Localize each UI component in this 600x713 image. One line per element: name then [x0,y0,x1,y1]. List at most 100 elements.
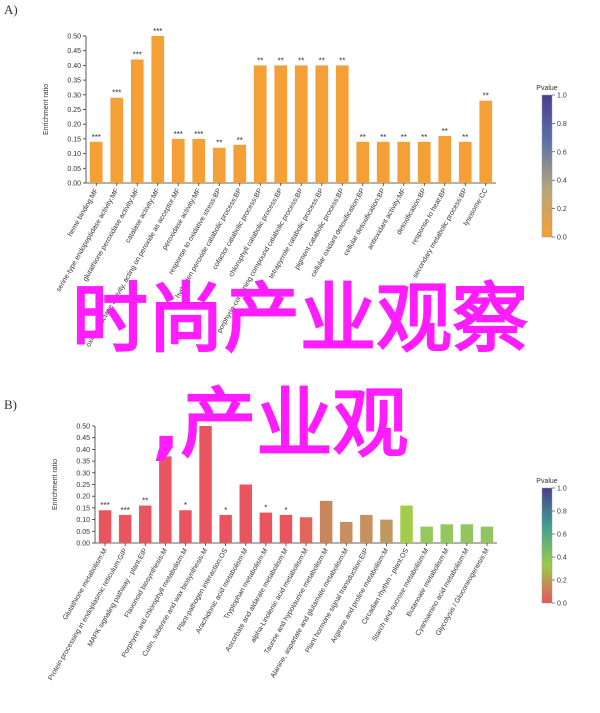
significance-label: ** [442,127,448,136]
bar [279,514,293,543]
significance-label: * [224,506,227,515]
significance-label: ** [339,56,345,65]
significance-label: *** [92,133,101,142]
colorbar-tick-label: 0.6 [557,532,567,539]
significance-label: ** [483,92,489,101]
bar [335,65,349,183]
colorbar [541,487,553,604]
significance-label: *** [194,130,203,139]
panel-label: A) [4,2,18,17]
y-tick-label: 0.35 [76,459,90,466]
bar [356,141,370,183]
significance-label: * [284,506,287,515]
bar [151,36,165,183]
colorbar-tick-label: 0.4 [557,178,567,185]
colorbar-tick-label: 0.6 [557,149,567,156]
bar [376,141,390,183]
y-tick-label: 0.05 [76,529,90,536]
overlay-text: ,产业观 [152,379,409,468]
y-tick-label: 0.30 [76,470,90,477]
y-tick-label: 0.45 [67,48,81,55]
significance-label: ** [162,447,168,456]
y-tick-label: 0.25 [67,107,81,114]
significance-label: ** [421,133,427,142]
bar [192,138,206,183]
significance-label: * [184,501,187,510]
bar [139,505,152,543]
y-tick-label: 0.00 [76,541,90,548]
bar [130,59,144,183]
significance-label: ** [380,133,386,142]
bar [480,526,494,543]
significance-label: *** [133,51,142,60]
bar [460,524,474,543]
bar [212,147,226,183]
colorbar-tick-label: 0.0 [557,601,567,608]
bar [420,526,433,543]
y-tick-label: 0.45 [76,435,90,442]
significance-label: ** [257,56,263,65]
bar [400,505,413,543]
colorbar-tick-label: 0.8 [557,121,567,128]
significance-label: *** [100,501,109,510]
bar [417,141,431,183]
colorbar-tick-label: 0.4 [557,555,567,562]
bar [239,484,252,543]
colorbar-tick-label: 0.2 [557,206,567,213]
colorbar-tick-label: 0.2 [557,578,567,585]
y-tick-label: 0.20 [67,122,81,129]
significance-label: *** [153,27,162,36]
bar [380,519,393,543]
bar [319,500,333,543]
significance-label: ** [319,56,325,65]
y-tick-label: 0.30 [67,92,81,99]
y-tick-label: 0.15 [76,505,90,512]
y-axis-label: Enrichment ratio [52,459,59,510]
colorbar-tick-label: 0.8 [557,509,567,516]
colorbar [541,94,553,238]
bar [171,138,185,183]
y-tick-label: 0.40 [76,447,90,454]
overlay-text: 时尚产业观察 [72,274,528,363]
bar [299,517,313,543]
bar [98,510,112,543]
y-tick-label: 0.10 [67,151,81,158]
bar [315,65,329,183]
y-tick-label: 0.25 [76,482,90,489]
colorbar-title: Pvalue [536,85,558,92]
significance-label: * [204,417,207,426]
bar [179,510,192,543]
bar [118,514,132,543]
bar [259,512,273,543]
colorbar-title: Pvalue [536,478,558,485]
significance-label: *** [120,506,129,515]
significance-label: ** [462,133,468,142]
y-tick-label: 0.20 [76,494,90,501]
significance-label: *** [174,130,183,139]
bar [360,514,373,543]
y-axis-label: Enrichment ratio [43,84,50,135]
significance-label: ** [278,56,284,65]
bar [440,524,453,543]
colorbar-tick-label: 1.0 [557,486,567,493]
bar [110,97,124,183]
significance-label: * [264,504,267,513]
bar [397,141,411,183]
significance-label: ** [401,133,407,142]
significance-label: ** [142,497,148,506]
y-tick-label: 0.05 [67,166,81,173]
colorbar-tick-label: 1.0 [557,93,567,100]
bar [89,141,103,183]
bar [458,141,472,183]
y-tick-label: 0.50 [67,34,81,41]
y-tick-label: 0.35 [67,78,81,85]
panel-label: B) [4,397,17,412]
significance-label: *** [112,89,121,98]
y-tick-label: 0.00 [67,181,81,188]
bar [219,514,232,543]
y-tick-label: 0.40 [67,63,81,70]
y-tick-label: 0.50 [76,424,90,431]
bar [294,65,308,183]
significance-label: ** [298,56,304,65]
